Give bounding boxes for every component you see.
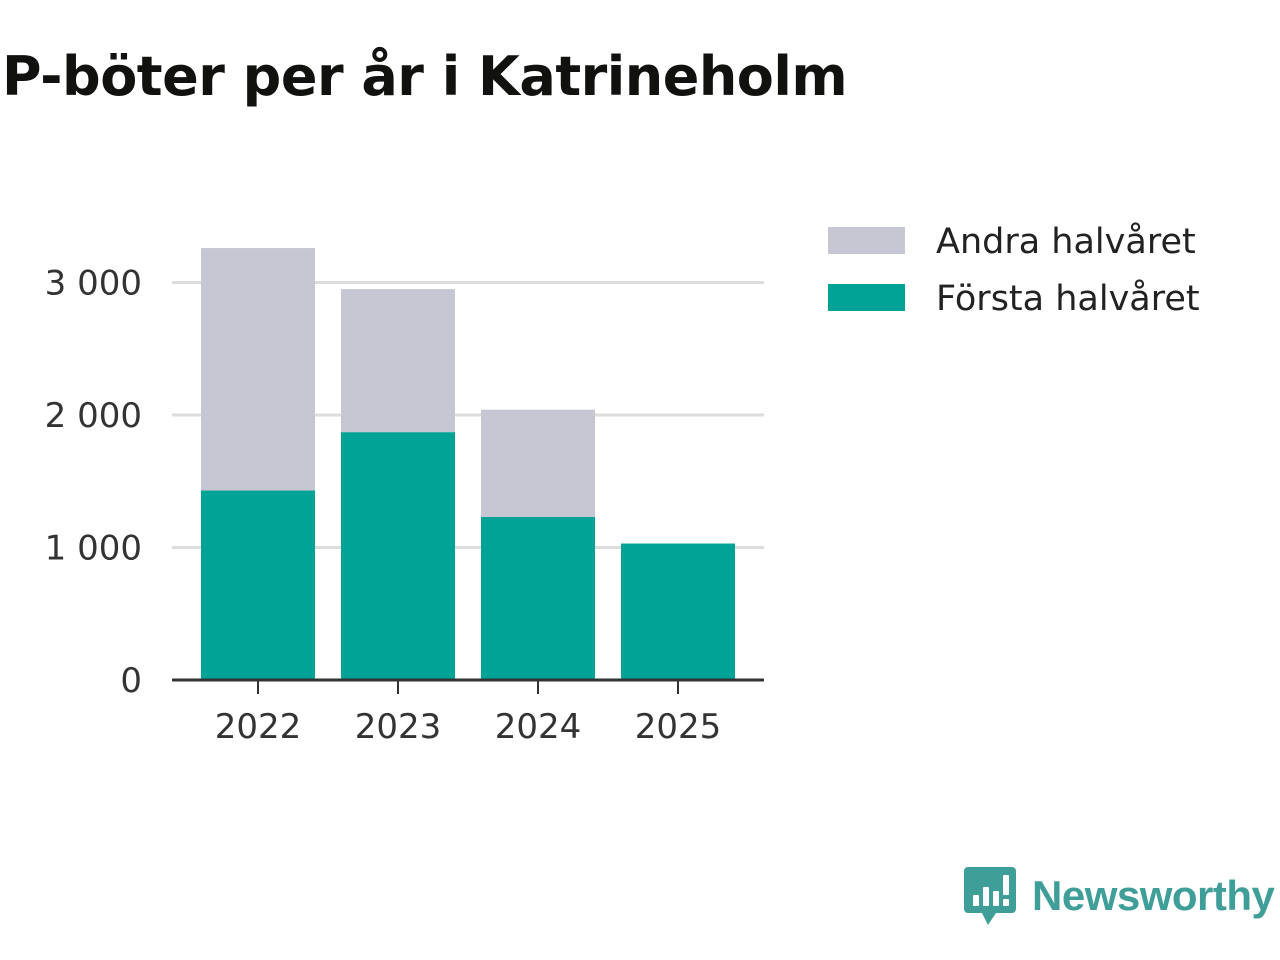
x-tick-label: 2023 [355,707,442,747]
bar-andra-halvaret-2022 [201,248,315,491]
y-tick-label: 1 000 [45,529,142,569]
bar-andra-halvaret-2023 [341,289,455,433]
y-tick-label: 2 000 [45,396,142,436]
legend-swatch [828,284,905,311]
y-tick-label: 0 [120,661,142,701]
axes: 0 1 000 2 000 3 000 2022 2023 2024 2025 [45,264,764,747]
bar-forsta-halvaret-2025 [621,543,735,680]
legend-swatch [828,227,905,254]
brand: Newsworthy [964,864,1275,928]
legend-label: Första halvåret [936,278,1200,319]
y-tick-label: 3 000 [45,264,142,304]
chart-title: P-böter per år i Katrineholm [2,45,848,108]
bar-forsta-halvaret-2022 [201,490,315,680]
bar-andra-halvaret-2024 [481,409,595,518]
x-tick-label: 2025 [635,707,722,747]
legend-label: Andra halvåret [936,221,1196,262]
bar-forsta-halvaret-2024 [481,517,595,680]
legend: Andra halvåret Första halvåret [828,221,1200,319]
bar-forsta-halvaret-2023 [341,432,455,680]
newsworthy-logo-icon [964,867,1016,925]
bars [201,248,735,680]
brand-name: Newsworthy [1032,872,1275,919]
x-tick-label: 2024 [495,707,582,747]
x-tick-label: 2022 [215,707,302,747]
